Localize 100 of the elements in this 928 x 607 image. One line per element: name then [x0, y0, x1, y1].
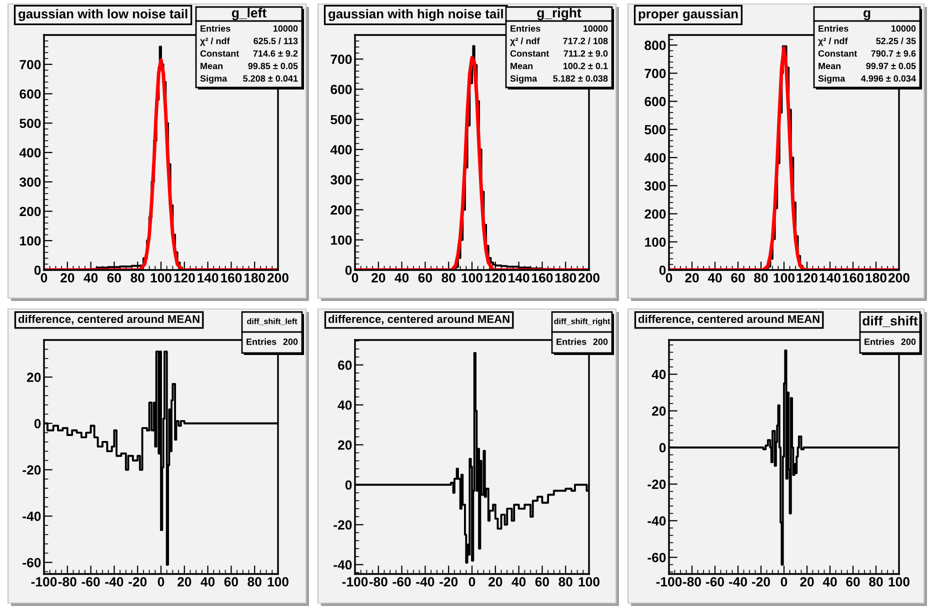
annotation: χ² / ndf [200, 38, 230, 46]
annotation: 711.2 ± 9.0 [564, 50, 608, 57]
x-tick-label: 80 [248, 577, 262, 586]
y-tick-label: 0 [34, 266, 41, 275]
x-tick-label: 200 [267, 273, 288, 282]
x-tick-label: 100 [774, 273, 794, 282]
y-tick-label: 200 [644, 209, 666, 219]
x-tick-label: 40 [84, 273, 98, 282]
x-tick-label: 100 [888, 577, 910, 586]
x-tick-label: 180 [244, 273, 266, 282]
x-tick-label: 0 [158, 577, 164, 586]
x-tick-label: 120 [174, 273, 195, 282]
annotation: 5.182 ± 0.038 [553, 75, 608, 82]
text: g_left [232, 8, 266, 20]
x-tick-label: -40 [105, 577, 124, 586]
annotation: Constant [200, 50, 240, 57]
x-tick-label: 200 [888, 273, 910, 282]
x-tick-label: 160 [532, 273, 553, 282]
x-tick-label: -80 [369, 577, 388, 586]
x-tick-label: 40 [708, 273, 722, 282]
x-tick-label: 20 [488, 577, 502, 586]
x-tick-label: 80 [442, 273, 456, 282]
x-tick-label: 160 [842, 273, 864, 282]
x-tick-label: -60 [392, 577, 411, 586]
chart-title: difference, centered around MEAN [18, 314, 200, 325]
annotation: Entries [556, 338, 586, 345]
y-tick-label: 300 [644, 181, 666, 191]
annotation: Mean [818, 62, 841, 70]
y-tick-label: 100 [20, 236, 41, 246]
annotation: Sigma [510, 75, 538, 84]
x-tick-label: 60 [731, 273, 745, 282]
x-tick-label: 80 [558, 577, 572, 586]
y-tick-label: -20 [648, 480, 666, 490]
annotation: Constant [818, 50, 858, 57]
x-tick-label: 0 [40, 273, 48, 282]
x-tick-label: -100 [656, 577, 682, 586]
text: diff_shift_right [554, 318, 610, 326]
x-tick-label: 180 [555, 273, 576, 282]
annotation: 99.85 ± 0.05 [248, 62, 298, 70]
y-tick-label: 700 [20, 60, 41, 70]
x-tick-label: -20 [752, 577, 770, 586]
text: Entries [818, 25, 848, 32]
x-tick-label: -60 [706, 577, 724, 586]
y-tick-label: 600 [644, 96, 666, 106]
text: Entries [510, 25, 540, 32]
y-tick-label: 600 [330, 84, 352, 94]
x-tick-label: 60 [535, 577, 549, 586]
y-tick-label: -20 [22, 465, 41, 475]
y-tick-label: 400 [19, 148, 41, 158]
y-tick-label: 100 [645, 237, 666, 247]
x-tick-label: 180 [866, 273, 886, 282]
y-tick-label: 400 [644, 153, 666, 162]
y-tick-label: 40 [338, 400, 352, 410]
text: 200 [283, 338, 298, 345]
x-tick-label: -40 [416, 577, 434, 586]
x-tick-label: 20 [178, 577, 192, 586]
annotation: Mean [510, 62, 533, 70]
x-tick-label: 60 [107, 273, 121, 282]
annotation: 100.2 ± 0.1 [563, 62, 608, 70]
y-tick-label: 500 [330, 114, 352, 124]
y-tick-label: 500 [644, 125, 666, 134]
y-tick-label: 40 [652, 370, 666, 380]
x-tick-label: -20 [128, 577, 147, 586]
x-tick-label: 0 [468, 577, 476, 586]
x-tick-label: -20 [440, 577, 458, 586]
text: g [864, 10, 870, 20]
y-tick-label: 0 [659, 266, 666, 275]
x-tick-label: 80 [130, 273, 144, 282]
y-tick-label: 700 [644, 68, 666, 78]
x-tick-label: 60 [224, 577, 238, 586]
x-tick-label: 200 [578, 273, 600, 282]
x-tick-label: 0 [352, 273, 358, 282]
annotation: 52.25 / 35 [876, 38, 916, 44]
y-tick-label: -40 [22, 512, 41, 521]
annotation: 790.7 ± 9.6 [871, 50, 916, 57]
x-tick-label: 100 [578, 577, 600, 586]
x-tick-label: 40 [512, 577, 526, 586]
x-tick-label: 120 [796, 273, 818, 282]
x-tick-label: 100 [268, 577, 288, 586]
x-tick-label: -60 [82, 577, 100, 586]
annotation: χ² / ndf [818, 38, 848, 46]
y-tick-label: -60 [22, 558, 41, 568]
y-tick-label: 300 [20, 177, 41, 187]
text: 10000 [891, 25, 916, 32]
y-tick-label: 400 [330, 145, 352, 154]
annotation: Mean [200, 62, 223, 70]
x-tick-label: 140 [508, 273, 530, 282]
y-tick-label: 60 [338, 360, 352, 370]
text: 10000 [273, 25, 298, 32]
text: diff_shift_left [247, 318, 298, 326]
y-tick-label: -40 [334, 560, 352, 570]
annotation: 5.208 ± 0.041 [243, 75, 298, 82]
x-tick-label: 40 [200, 577, 215, 586]
y-tick-label: -40 [648, 516, 666, 526]
x-tick-label: 160 [221, 273, 242, 282]
y-tick-label: 200 [20, 206, 41, 216]
y-tick-label: -20 [334, 520, 352, 530]
y-tick-label: 0 [345, 480, 352, 490]
y-tick-label: 500 [20, 118, 41, 128]
y-tick-label: 300 [330, 175, 352, 185]
